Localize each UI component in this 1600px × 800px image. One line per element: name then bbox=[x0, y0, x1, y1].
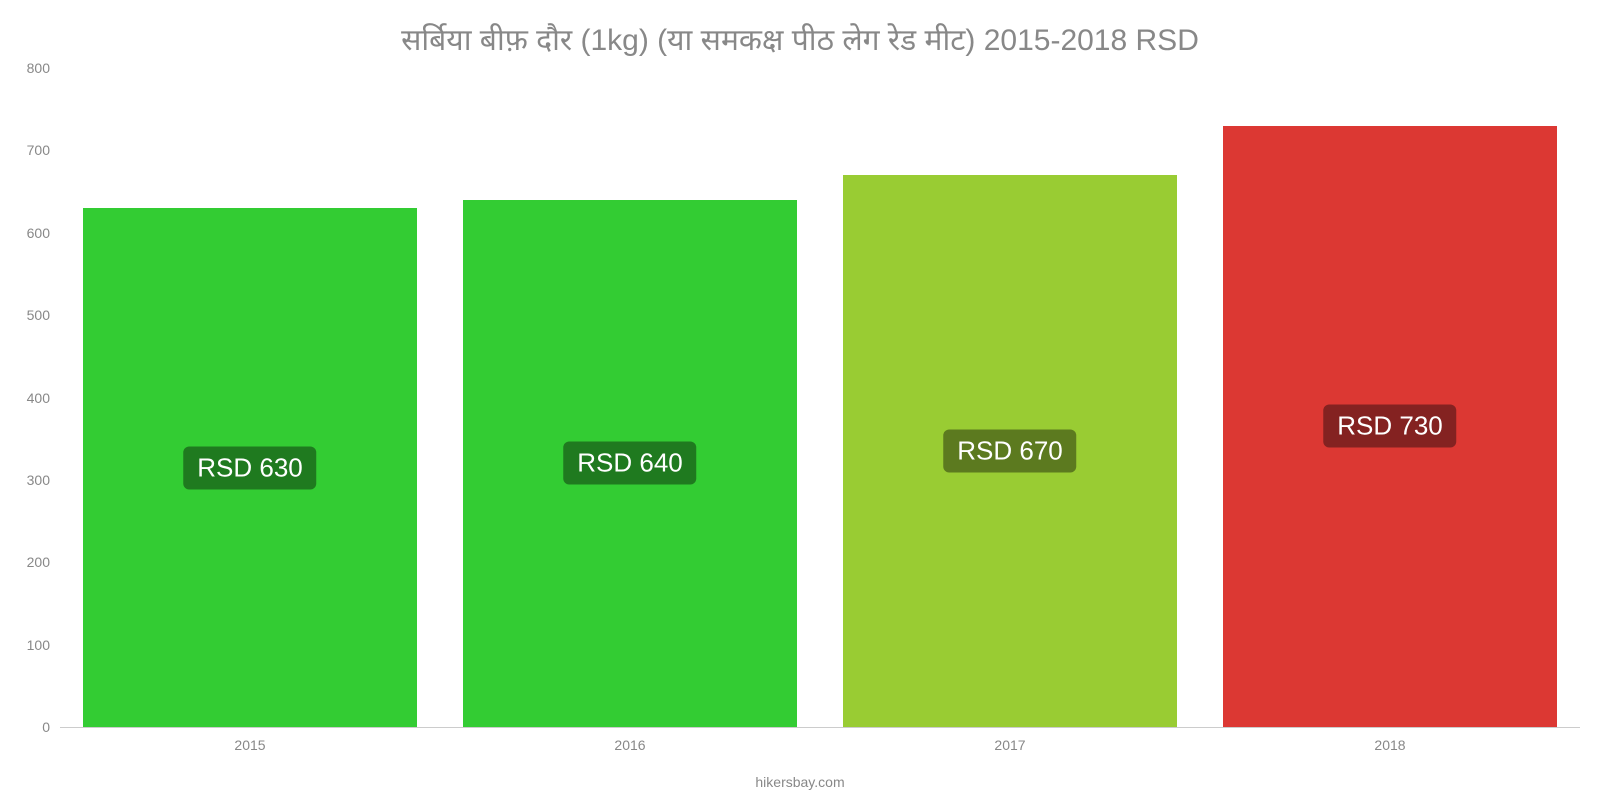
ytick-0: 0 bbox=[42, 719, 50, 735]
bar-slot-2016: RSD 640 2016 bbox=[440, 68, 820, 727]
bar-slot-2017: RSD 670 2017 bbox=[820, 68, 1200, 727]
ytick-800: 800 bbox=[27, 60, 50, 76]
plot-area: 0 100 200 300 400 500 600 700 800 RSD 63… bbox=[60, 68, 1580, 728]
xtick-2018: 2018 bbox=[1374, 737, 1405, 753]
ytick-300: 300 bbox=[27, 472, 50, 488]
bar-2018: RSD 730 bbox=[1223, 126, 1557, 727]
ytick-700: 700 bbox=[27, 142, 50, 158]
xtick-2017: 2017 bbox=[994, 737, 1025, 753]
bar-label-2018: RSD 730 bbox=[1323, 405, 1457, 448]
bar-label-2017: RSD 670 bbox=[943, 430, 1077, 473]
bar-2016: RSD 640 bbox=[463, 200, 797, 727]
bar-slot-2015: RSD 630 2015 bbox=[60, 68, 440, 727]
bars-container: RSD 630 2015 RSD 640 2016 RSD 670 2017 R… bbox=[60, 68, 1580, 727]
ytick-400: 400 bbox=[27, 390, 50, 406]
chart-title: सर्बिया बीफ़ दौर (1kg) (या समकक्ष पीठ ले… bbox=[0, 18, 1600, 59]
bar-chart: सर्बिया बीफ़ दौर (1kg) (या समकक्ष पीठ ले… bbox=[0, 0, 1600, 800]
bar-label-2016: RSD 640 bbox=[563, 442, 697, 485]
ytick-200: 200 bbox=[27, 554, 50, 570]
chart-footer: hikersbay.com bbox=[0, 774, 1600, 790]
xtick-2016: 2016 bbox=[614, 737, 645, 753]
bar-slot-2018: RSD 730 2018 bbox=[1200, 68, 1580, 727]
ytick-600: 600 bbox=[27, 225, 50, 241]
bar-label-2015: RSD 630 bbox=[183, 446, 317, 489]
xtick-2015: 2015 bbox=[234, 737, 265, 753]
bar-2017: RSD 670 bbox=[843, 175, 1177, 727]
ytick-500: 500 bbox=[27, 307, 50, 323]
ytick-100: 100 bbox=[27, 637, 50, 653]
bar-2015: RSD 630 bbox=[83, 208, 417, 727]
